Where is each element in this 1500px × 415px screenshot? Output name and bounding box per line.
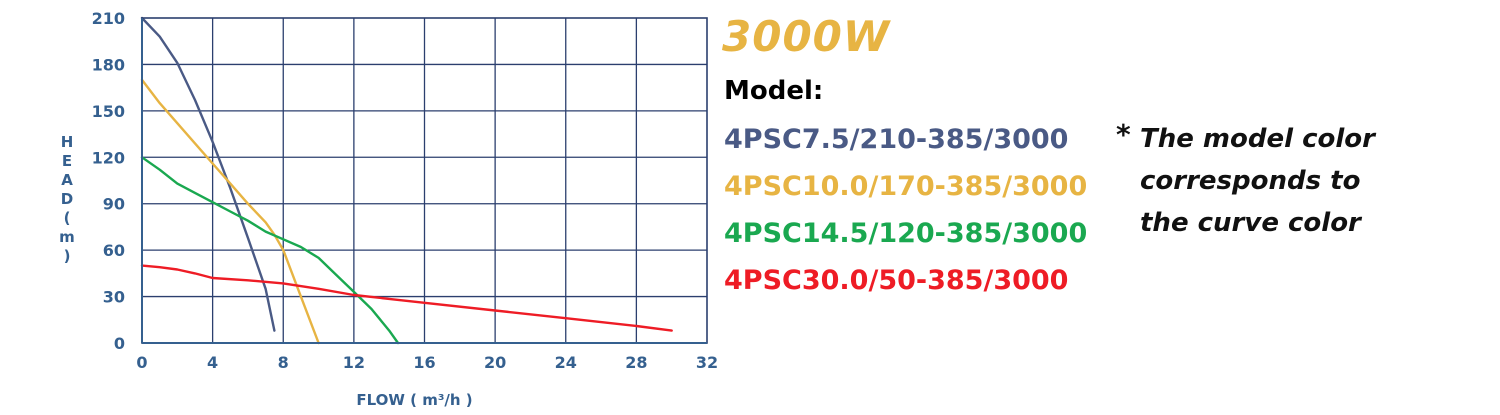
y-axis-title: H E A D(m) (59, 133, 75, 265)
y-tick-label: 0 (114, 334, 125, 353)
model-item: 4PSC30.0/50-385/3000 (724, 265, 1069, 296)
y-tick-label: 180 (92, 55, 125, 74)
x-tick-label: 4 (207, 353, 218, 372)
series-line-2 (140, 78, 320, 345)
color-note: * The model color corresponds to the cur… (1116, 118, 1492, 244)
model-label: Model: (724, 76, 824, 106)
note-line: corresponds to (1140, 166, 1361, 196)
y-tick-label: 150 (92, 102, 125, 121)
chart-series (140, 16, 673, 345)
y-axis-title-char: m (59, 228, 75, 246)
x-tick-label: 20 (484, 353, 506, 372)
model-item: 4PSC10.0/170-385/3000 (724, 171, 1088, 202)
model-item: 4PSC14.5/120-385/3000 (724, 218, 1088, 249)
y-tick-label: 60 (103, 241, 125, 260)
y-axis-title-char: H (61, 133, 74, 151)
x-axis-title: FLOW ( m³/h ) (356, 391, 472, 409)
y-axis-ticks: 0 30 60 90 120 150 180 210 (92, 9, 125, 353)
x-tick-label: 8 (278, 353, 289, 372)
y-axis-title-char: D (61, 190, 73, 208)
x-tick-label: 0 (136, 353, 147, 372)
model-legend-panel: 3000W Model: 4PSC7.5/210-385/3000 4PSC10… (722, 10, 1492, 310)
y-axis-title-char: ) (64, 247, 71, 265)
y-tick-label: 90 (103, 195, 125, 214)
y-tick-label: 210 (92, 9, 125, 28)
x-tick-label: 12 (343, 353, 365, 372)
model-item: 4PSC7.5/210-385/3000 (724, 124, 1069, 155)
chart-frame (141, 17, 708, 344)
y-axis-title-char: A (61, 171, 73, 189)
chart-grid (142, 18, 707, 343)
series-line-3 (140, 156, 400, 345)
y-tick-label: 30 (103, 288, 125, 307)
x-axis-ticks: 0 4 8 12 16 20 24 28 32 (136, 353, 718, 372)
note-line: The model color (1140, 124, 1375, 154)
series-line-4 (140, 264, 673, 332)
power-rating-title: 3000W (722, 12, 891, 61)
note-asterisk: * (1116, 118, 1131, 151)
note-line: the curve color (1140, 208, 1361, 238)
x-tick-label: 32 (696, 353, 718, 372)
series-line-1 (140, 16, 276, 332)
model-list: 4PSC7.5/210-385/3000 4PSC10.0/170-385/30… (724, 116, 1087, 304)
y-axis-title-char: E (62, 152, 72, 170)
x-tick-label: 28 (625, 353, 647, 372)
y-axis-title-char: ( (64, 209, 71, 227)
x-tick-label: 24 (555, 353, 577, 372)
y-tick-label: 120 (92, 148, 125, 167)
x-tick-label: 16 (413, 353, 435, 372)
